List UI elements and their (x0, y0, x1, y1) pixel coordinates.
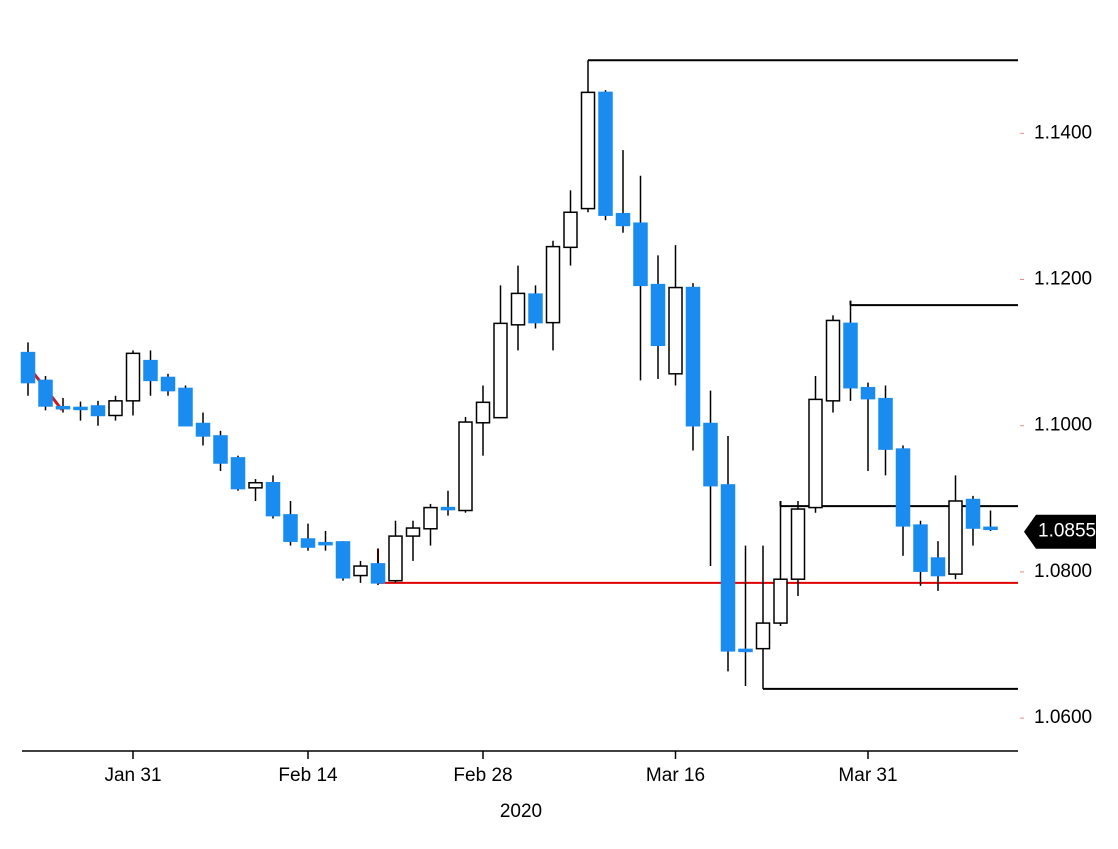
candle-body (913, 524, 928, 572)
candle-body (773, 578, 788, 624)
candle-body (318, 541, 333, 546)
candle-body (143, 359, 158, 382)
candle-body (73, 406, 88, 411)
candle-body (265, 481, 281, 517)
candle-body (545, 245, 561, 324)
candle-body (528, 293, 543, 324)
candle-body (650, 283, 666, 347)
candle-body (370, 563, 386, 584)
candle-body (755, 622, 771, 650)
candle-body (895, 448, 911, 527)
candle-body (388, 535, 403, 582)
candle-body (965, 498, 981, 529)
x-axis-label: 2020 (500, 801, 542, 822)
x-tick-label: Mar 16 (646, 765, 705, 786)
candle-body (563, 211, 578, 249)
candle-body (248, 481, 263, 489)
candle-body (685, 286, 701, 427)
x-tick-label: Jan 31 (104, 765, 161, 786)
y-tick-label: 1.1000 (1034, 415, 1092, 436)
candle-body (808, 398, 823, 509)
candle-body (475, 401, 491, 424)
y-tick-label: 1.0800 (1034, 561, 1092, 582)
candle-body (213, 435, 228, 464)
candle-body (843, 322, 858, 389)
y-tick-label: 1.0600 (1034, 707, 1092, 728)
candle-body (510, 292, 526, 326)
candle-body (825, 319, 841, 402)
candle-body (703, 422, 718, 487)
candle-body (178, 387, 193, 427)
candle-body (633, 222, 648, 287)
y-tick-label: 1.1200 (1034, 269, 1092, 290)
candle-body (493, 322, 508, 419)
candle-body (668, 286, 683, 375)
candle-body (195, 422, 211, 437)
candle-body (335, 541, 351, 579)
candle-body (878, 397, 893, 450)
candle-body (440, 506, 456, 511)
candle-body (930, 557, 946, 577)
candle-body (738, 648, 753, 653)
candle-body (108, 400, 123, 417)
candle-body (860, 386, 876, 400)
candle-body (300, 538, 316, 548)
candle-body (125, 352, 141, 402)
candle-body (353, 565, 368, 577)
candle-body (948, 500, 963, 575)
candle-body (580, 91, 596, 210)
candle-body (423, 506, 438, 530)
candle-body (615, 212, 631, 227)
candle-body (720, 484, 736, 652)
x-tick-label: Feb 28 (453, 765, 512, 786)
candle-body (458, 421, 473, 512)
candle-body (983, 526, 998, 531)
x-tick-label: Mar 31 (838, 765, 897, 786)
candle-body (405, 527, 421, 537)
candle-body (283, 514, 298, 542)
last-price-tag (1024, 514, 1096, 549)
candle-body (20, 351, 36, 384)
candle-body (38, 379, 53, 407)
candle-body (598, 91, 613, 216)
candle-body (230, 457, 246, 490)
last-price-label: 1.0855 (1038, 521, 1096, 542)
candle-body (160, 376, 176, 392)
y-tick-label: 1.1400 (1034, 122, 1092, 143)
x-tick-label: Feb 14 (278, 765, 338, 786)
candle-body (790, 508, 806, 580)
candle-body (90, 405, 106, 417)
candle-body (55, 405, 71, 410)
